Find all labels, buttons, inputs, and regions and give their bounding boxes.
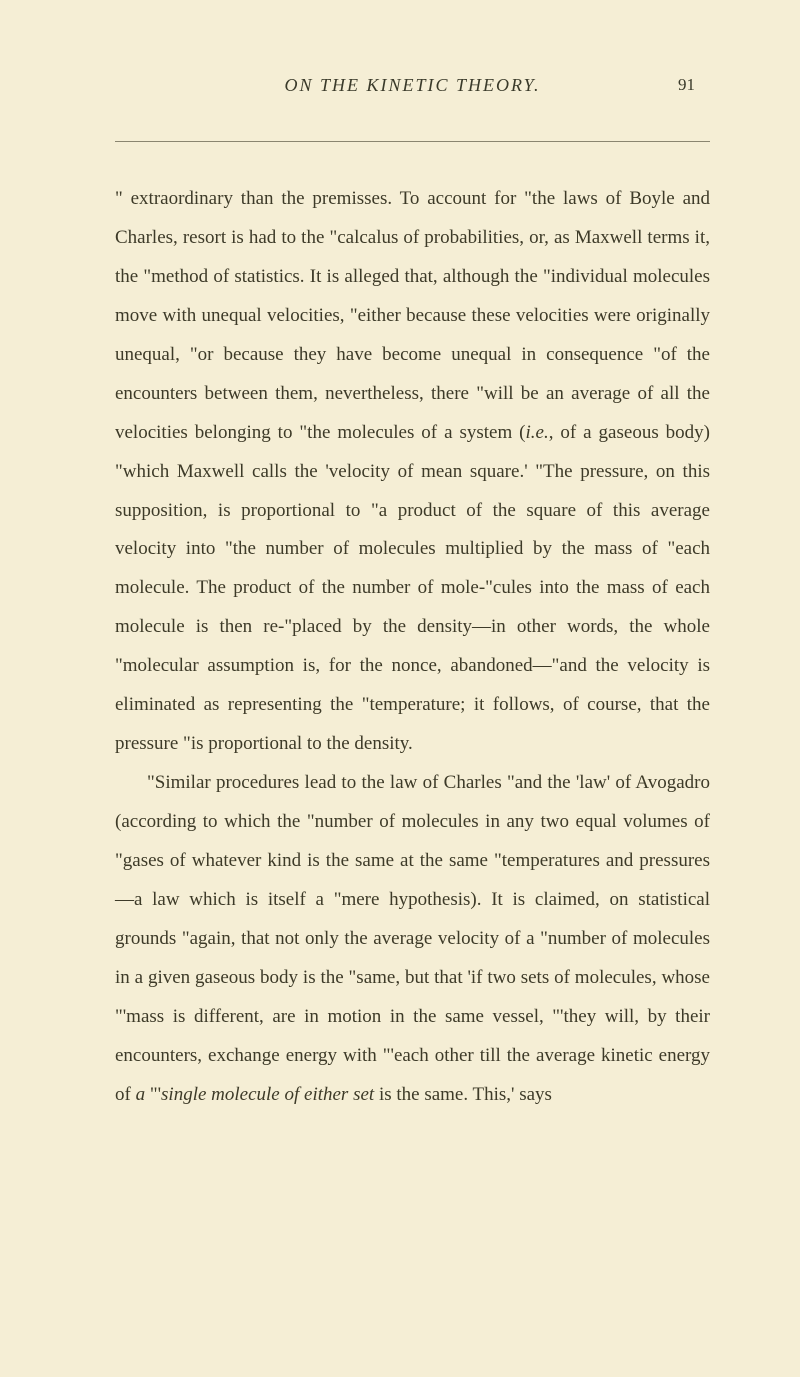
running-title: ON THE KINETIC THEORY.: [125, 75, 700, 96]
page-header: ON THE KINETIC THEORY. 91: [115, 75, 710, 96]
p2-text-a: "Similar procedures lead to the law of C…: [115, 772, 710, 1105]
header-divider: [115, 141, 710, 142]
p1-text-b: , of a gaseous body) "which Maxwell call…: [115, 422, 710, 755]
paragraph-2: "Similar procedures lead to the law of C…: [115, 764, 710, 1114]
p1-text-a: " extraordinary than the premisses. To a…: [115, 188, 710, 443]
p2-italic-b: single molecule of either set: [161, 1084, 374, 1105]
p2-italic-a: a: [136, 1084, 146, 1105]
page-number: 91: [678, 75, 695, 95]
p2-text-end: is the same. This,' says: [374, 1084, 552, 1105]
p2-text-mid: "': [145, 1084, 161, 1105]
paragraph-1: " extraordinary than the premisses. To a…: [115, 180, 710, 764]
p1-italic: i.e.: [526, 422, 549, 443]
body-text: " extraordinary than the premisses. To a…: [115, 180, 710, 1115]
